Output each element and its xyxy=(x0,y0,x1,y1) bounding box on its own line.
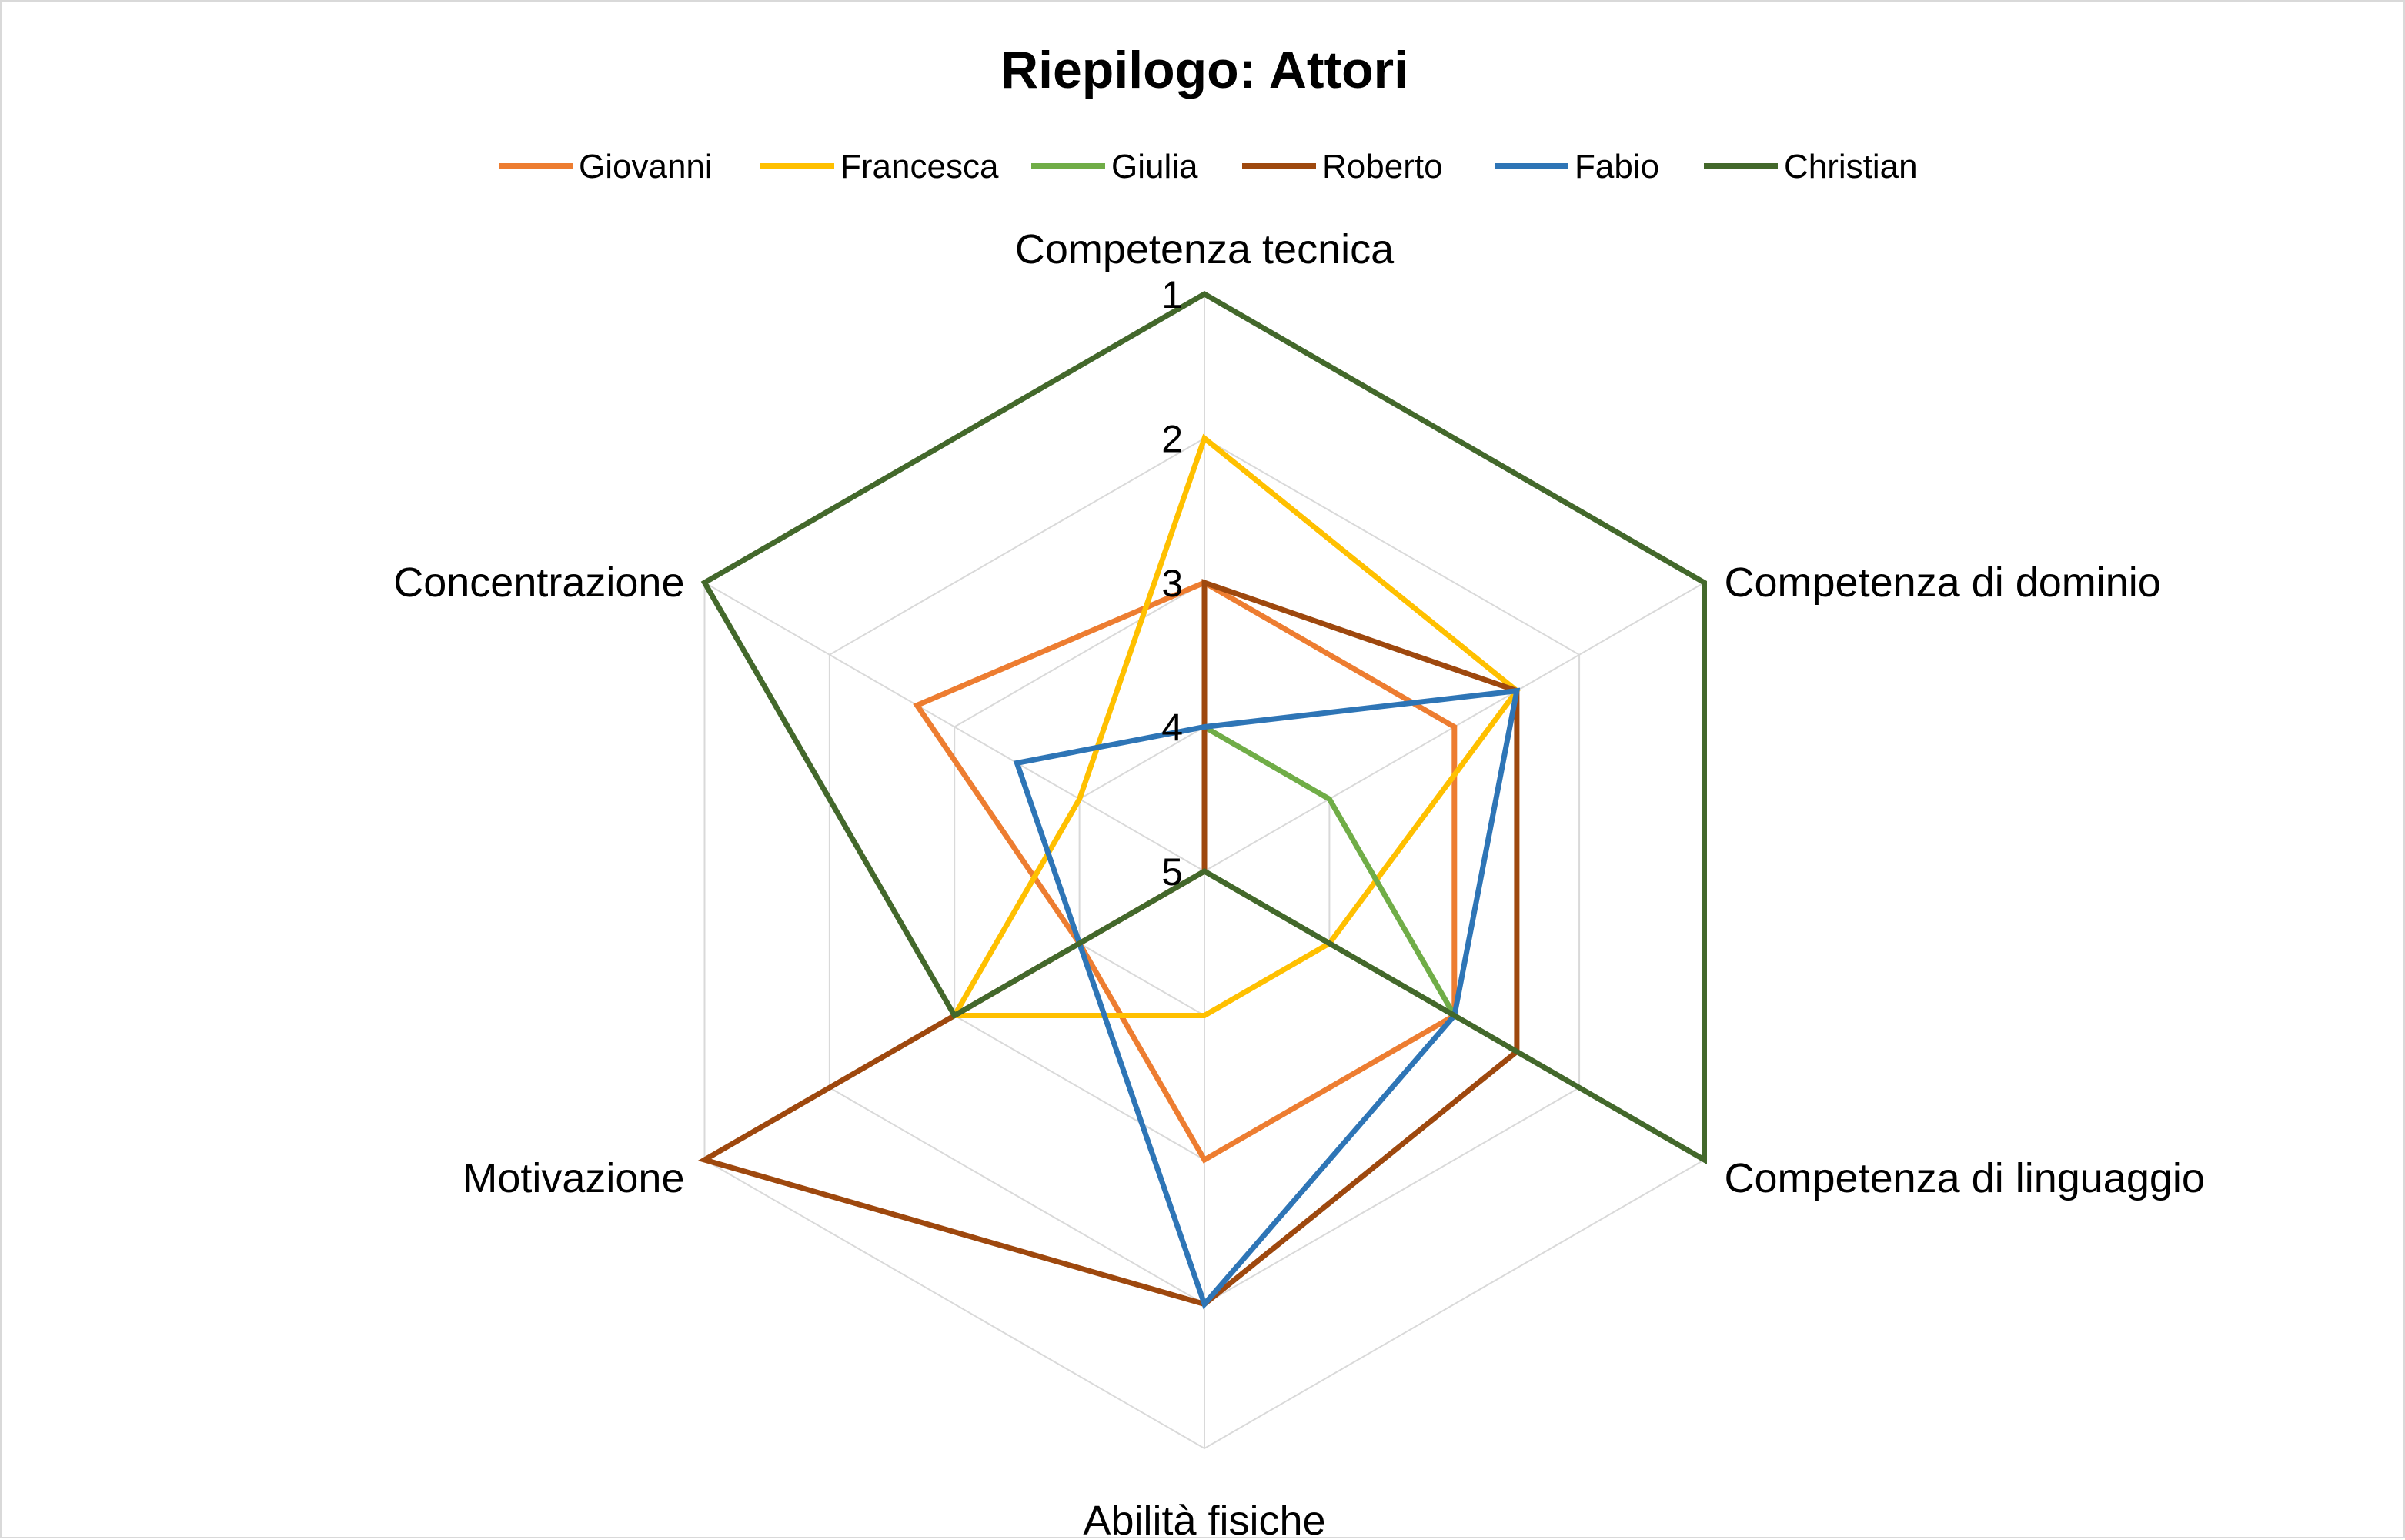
legend-label-fabio: Fabio xyxy=(1575,148,1659,185)
tick-label-2: 2 xyxy=(1161,418,1183,461)
axis-label-1: Competenza tecnica xyxy=(1015,226,1395,272)
legend-label-roberto: Roberto xyxy=(1322,148,1443,185)
series-francesca xyxy=(950,433,1521,1018)
legend-label-christian: Christian xyxy=(1784,148,1918,185)
grid-spoke-6 xyxy=(703,582,1205,872)
axis-label-6: Concentrazione xyxy=(393,560,684,606)
legend-item-fabio: Fabio xyxy=(1495,148,1659,185)
data-point-francesca-4 xyxy=(1204,1015,1205,1016)
tick-label-1: 1 xyxy=(1161,273,1183,316)
legend-item-roberto: Roberto xyxy=(1242,148,1443,185)
data-point-christian-4 xyxy=(1204,870,1205,872)
tick-label-3: 3 xyxy=(1161,562,1183,605)
legend-item-christian: Christian xyxy=(1704,148,1918,185)
legend-label-giulia: Giulia xyxy=(1111,148,1198,185)
series-line-francesca xyxy=(950,433,1521,1018)
data-point-giovanni-4 xyxy=(1204,1159,1205,1161)
data-point-francesca-1 xyxy=(1204,438,1205,439)
radial-tick-labels: 1 2 3 4 5 xyxy=(1161,273,1183,894)
data-point-giulia-2 xyxy=(1328,798,1330,800)
axis-labels: Competenza tecnica Competenza di dominio C… xyxy=(393,226,2205,1540)
data-point-fabio-2 xyxy=(1516,690,1518,692)
tick-label-5: 5 xyxy=(1161,850,1183,894)
data-point-roberto-5 xyxy=(704,1159,705,1161)
tick-label-4: 4 xyxy=(1161,707,1183,750)
chart-title: Riepilogo: Attori xyxy=(1000,41,1408,99)
legend-label-francesca: Francesca xyxy=(840,148,999,185)
data-point-francesca-6 xyxy=(1079,798,1081,800)
legend-item-francesca: Francesca xyxy=(760,148,999,185)
legend-item-giovanni: Giovanni xyxy=(499,148,713,185)
series-lines xyxy=(697,290,1707,1310)
axis-label-4: Abilità fisiche xyxy=(1083,1498,1325,1540)
series-christian xyxy=(700,290,1707,1165)
data-point-christian-5 xyxy=(954,1015,955,1016)
legend-label-giovanni: Giovanni xyxy=(579,148,713,185)
legend: Giovanni Francesca Giulia Roberto Fabio Chris… xyxy=(499,148,1918,185)
series-fabio xyxy=(1013,687,1521,1310)
data-point-christian-1 xyxy=(1204,293,1205,295)
axis-label-2: Competenza di dominio xyxy=(1725,560,2161,606)
legend-item-giulia: Giulia xyxy=(1031,148,1198,185)
axis-label-3: Competenza di linguaggio xyxy=(1725,1155,2205,1201)
axis-label-5: Motivazione xyxy=(463,1155,684,1201)
data-point-christian-3 xyxy=(1704,1159,1705,1161)
